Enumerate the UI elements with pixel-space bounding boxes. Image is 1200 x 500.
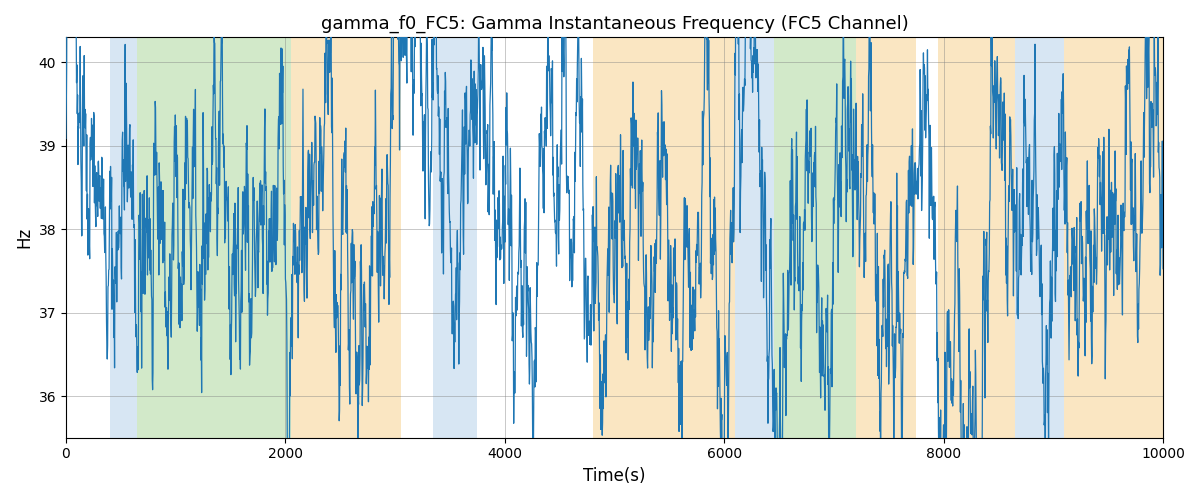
Bar [774, 38, 856, 438]
Bar [109, 38, 137, 438]
Bar [290, 38, 401, 438]
Bar [593, 38, 736, 438]
Bar [433, 38, 478, 438]
Bar [1015, 38, 1064, 438]
Bar [137, 38, 290, 438]
Bar [66, 38, 109, 438]
Bar [917, 38, 938, 438]
Bar [478, 38, 593, 438]
Bar [401, 38, 433, 438]
Bar [938, 38, 1015, 438]
X-axis label: Time(s): Time(s) [583, 467, 646, 485]
Title: gamma_f0_FC5: Gamma Instantaneous Frequency (FC5 Channel): gamma_f0_FC5: Gamma Instantaneous Freque… [320, 15, 908, 34]
Bar [1064, 38, 1163, 438]
Bar [736, 38, 774, 438]
Y-axis label: Hz: Hz [16, 227, 34, 248]
Bar [856, 38, 917, 438]
